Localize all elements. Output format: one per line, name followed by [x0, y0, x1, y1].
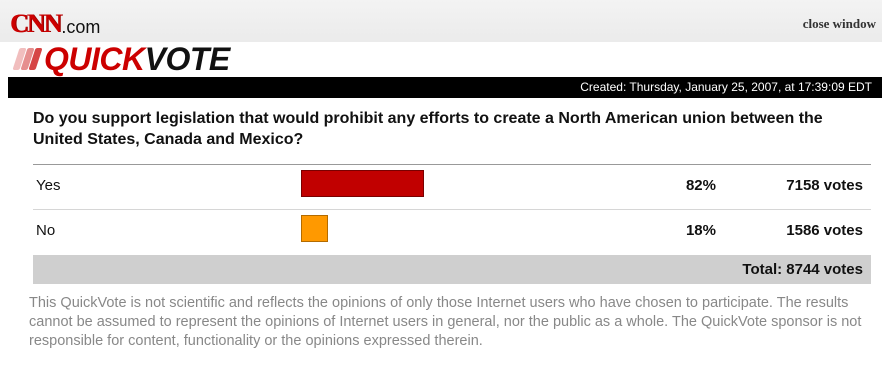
result-bar-no	[301, 215, 328, 242]
poll-question: Do you support legislation that would pr…	[33, 110, 823, 148]
quickvote-stripes-icon	[12, 46, 43, 72]
quickvote-disclaimer: This QuickVote is not scientific and ref…	[29, 295, 862, 349]
created-timestamp-bar: Created: Thursday, January 25, 2007, at …	[8, 77, 882, 98]
result-percent-yes: 82%	[685, 177, 716, 194]
result-label-yes: Yes	[36, 177, 61, 194]
results-divider	[33, 164, 871, 165]
quickvote-logo-vote: VOTE	[144, 41, 231, 77]
result-bar-yes	[301, 170, 424, 197]
result-row-no: No 18% 1586 votes	[33, 210, 871, 254]
result-votes-no: 1586 votes	[786, 222, 863, 239]
close-window-link[interactable]: close window	[802, 16, 876, 31]
top-header-bar: CNN .com close window	[0, 0, 882, 42]
total-votes-bar: Total: 8744 votes	[33, 255, 871, 284]
result-votes-yes: 7158 votes	[786, 177, 863, 194]
quickvote-logo: QUICK VOTE	[12, 42, 230, 76]
cnn-logo-domain: .com	[61, 17, 101, 37]
result-label-no: No	[36, 222, 56, 239]
result-row-yes: Yes 82% 7158 votes	[33, 165, 871, 210]
total-votes: Total: 8744 votes	[742, 261, 863, 278]
result-percent-no: 18%	[685, 222, 716, 239]
cnn-logo-text: CNN	[10, 9, 62, 38]
created-timestamp: Created: Thursday, January 25, 2007, at …	[580, 80, 872, 94]
cnn-logo[interactable]: CNN .com	[10, 9, 101, 38]
quickvote-logo-quick: QUICK	[44, 41, 145, 77]
